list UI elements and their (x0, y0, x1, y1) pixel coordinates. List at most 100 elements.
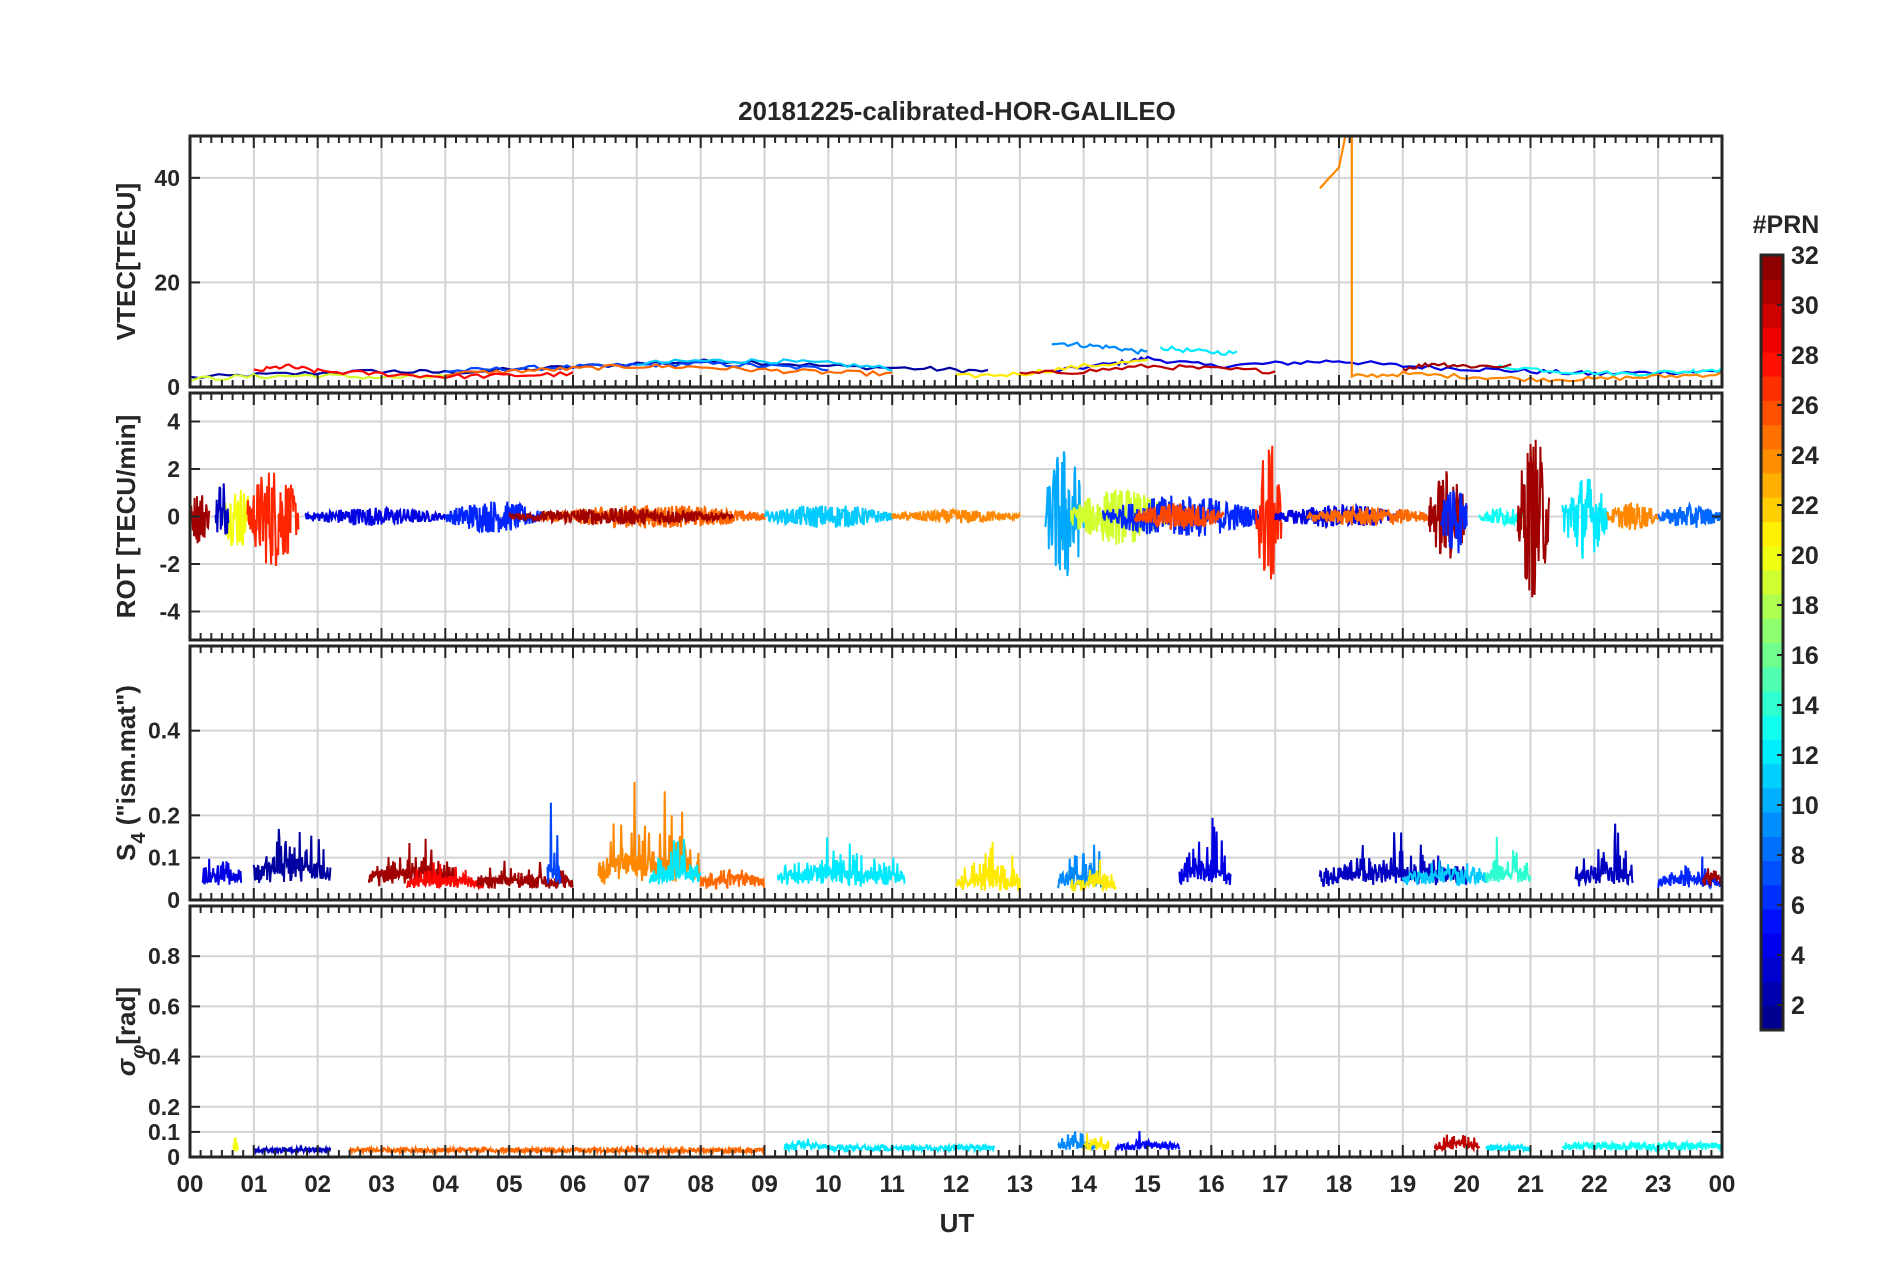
burst-prn-30 (1433, 1134, 1481, 1153)
burst-prn-3 (1574, 823, 1634, 887)
x-tick-label: 07 (623, 1171, 650, 1198)
x-tick-label: 19 (1389, 1171, 1416, 1198)
series-prn-13 (1498, 364, 1723, 377)
x-tick-label: 00 (177, 1171, 204, 1198)
y-tick-label: 4 (167, 409, 180, 435)
colorbar-segment (1761, 569, 1783, 595)
x-tick-label: 08 (687, 1171, 714, 1198)
burst-prn-14 (1484, 836, 1532, 884)
x-tick-label: 18 (1326, 1171, 1353, 1198)
burst-prn-8 (1657, 501, 1723, 528)
chart-title: 20181225-calibrated-HOR-GALILEO (738, 96, 1176, 126)
y-tick-label: 0.2 (148, 802, 180, 828)
y-axis-label-rest: ("ism.mat") (111, 685, 141, 832)
colorbar-segment (1761, 933, 1783, 958)
burst-prn-25 (1306, 503, 1436, 526)
x-ticks (189, 136, 1723, 387)
colorbar-segment (1761, 715, 1783, 740)
colorbar-segment (1761, 763, 1783, 789)
colorbar-tick-label: 20 (1791, 542, 1819, 570)
colorbar-tick-label: 2 (1791, 992, 1805, 1020)
panel-data (232, 1131, 1723, 1157)
colorbar-tick-label: 18 (1791, 592, 1819, 620)
x-tick-label: 23 (1645, 1171, 1672, 1198)
y-tick-label: 0.6 (148, 993, 180, 1019)
colorbar-segment (1761, 545, 1783, 571)
colorbar-segment (1761, 739, 1783, 765)
y-tick-label: 0.8 (148, 943, 180, 969)
burst-prn-4 (201, 858, 243, 886)
colorbar-segment (1761, 255, 1783, 280)
x-tick-label: 16 (1198, 1171, 1225, 1198)
y-tick-label: 0.1 (148, 845, 180, 871)
x-tick-label: 14 (1070, 1171, 1097, 1198)
colorbar-segment (1761, 981, 1783, 1007)
burst-prn-12 (1485, 1141, 1532, 1154)
burst-prn-31 (189, 495, 211, 544)
x-ticks (189, 906, 1723, 1157)
burst-prn-27 (1255, 445, 1283, 580)
colorbar-segment (1761, 351, 1783, 377)
x-tick-label: 06 (560, 1171, 587, 1198)
burst-prn-4 (1178, 817, 1232, 885)
colorbar-tick-label: 6 (1791, 892, 1805, 920)
colorbar-tick-label: 16 (1791, 642, 1819, 670)
colorbar-segment (1761, 472, 1783, 498)
colorbar-segment (1761, 860, 1783, 886)
x-ticks (189, 646, 1723, 900)
x-axis-label: UT (940, 1208, 975, 1238)
colorbar-segment (1761, 594, 1783, 619)
x-tick-label: 17 (1262, 1171, 1289, 1198)
colorbar-tick-label: 22 (1791, 492, 1819, 520)
series-prn-9 (1051, 341, 1148, 356)
y-axis-label-sub: φ (128, 1045, 150, 1059)
colorbar-frame (1759, 253, 1785, 1032)
burst-prn-7 (546, 802, 562, 884)
colorbar-segment (1761, 666, 1783, 692)
series-prn-4 (1051, 355, 1723, 376)
panel-3: 00.10.20.4S4 ("ism.mat") (111, 644, 1724, 913)
colorbar-segment (1761, 812, 1783, 837)
x-tick-label: 01 (240, 1171, 267, 1198)
y-tick-label: 0 (167, 1144, 180, 1170)
colorbar-tick-label: 8 (1791, 842, 1805, 870)
y-axis-label: ROT [TECU/min] (111, 415, 141, 619)
y-tick-label: 0.2 (148, 1094, 180, 1120)
x-tick-label: 21 (1517, 1171, 1544, 1198)
burst-prn-31 (1516, 439, 1551, 598)
colorbar-tick-label: 10 (1791, 792, 1819, 820)
x-tick-label: 13 (1006, 1171, 1033, 1198)
colorbar-segment (1761, 327, 1783, 353)
panel-4: 00.10.2 0.4 0.6 0.8 σφ[rad] (111, 904, 1724, 1170)
y-tick-label: 0 (167, 887, 180, 913)
colorbar-segment (1761, 884, 1783, 910)
burst-prn-25 (699, 868, 766, 890)
burst-prn-12 (776, 837, 906, 887)
x-tick-label: 20 (1453, 1171, 1480, 1198)
colorbar-segment (1761, 400, 1783, 426)
burst-prn-21 (1082, 1133, 1110, 1153)
colorbar-segment (1761, 376, 1783, 401)
x-tick-label: 11 (879, 1171, 904, 1198)
y-axis-label-base: S (111, 844, 141, 861)
colorbar-tick-label: 30 (1791, 292, 1819, 320)
colorbar-tick-label: 4 (1791, 942, 1805, 970)
burst-prn-11 (1401, 860, 1487, 886)
panel-data (189, 134, 1723, 383)
burst-prn-31 (508, 507, 734, 526)
colorbar-segment (1761, 497, 1783, 523)
panel-data (201, 781, 1723, 894)
colorbar-tick-label: 32 (1791, 242, 1819, 270)
burst-prn-4 (304, 505, 447, 527)
colorbar-segment (1761, 303, 1783, 329)
burst-prn-24 (1606, 502, 1660, 531)
burst-prn-25 (348, 1144, 766, 1157)
panel-1: 0 20 40 VTEC[TECU] (111, 134, 1724, 400)
colorbar-tick-label: 24 (1791, 442, 1819, 470)
panel-data (189, 439, 1723, 598)
colorbar-segment (1761, 690, 1783, 716)
colorbar-segment (1761, 1005, 1783, 1031)
x-tick-label: 10 (815, 1171, 842, 1198)
x-ticks (189, 393, 1723, 640)
